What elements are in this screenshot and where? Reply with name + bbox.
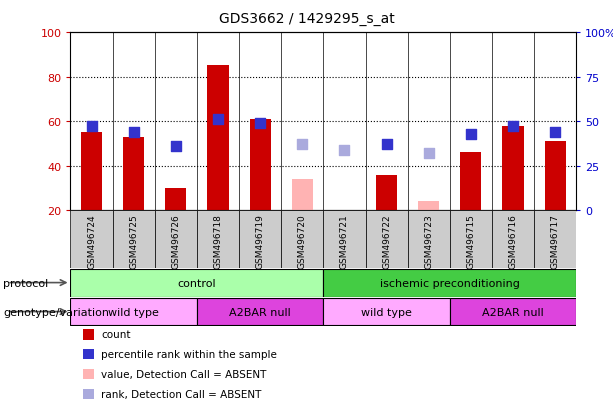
- FancyBboxPatch shape: [408, 211, 450, 268]
- FancyBboxPatch shape: [492, 211, 534, 268]
- Text: GSM496717: GSM496717: [550, 214, 560, 268]
- Text: GSM496723: GSM496723: [424, 214, 433, 268]
- Bar: [334, 211, 355, 253]
- Text: GSM496715: GSM496715: [466, 214, 475, 268]
- Text: GDS3662 / 1429295_s_at: GDS3662 / 1429295_s_at: [219, 12, 394, 26]
- FancyBboxPatch shape: [324, 211, 365, 268]
- FancyBboxPatch shape: [365, 211, 408, 268]
- Point: [424, 150, 433, 157]
- Text: GSM496722: GSM496722: [382, 214, 391, 268]
- Bar: [166, 188, 186, 211]
- Text: GSM496716: GSM496716: [509, 214, 517, 268]
- Text: ischemic preconditioning: ischemic preconditioning: [380, 278, 520, 288]
- Bar: [207, 66, 229, 211]
- FancyBboxPatch shape: [154, 211, 197, 268]
- Bar: [292, 180, 313, 211]
- FancyBboxPatch shape: [239, 211, 281, 268]
- Text: control: control: [178, 278, 216, 288]
- Point: [297, 142, 307, 148]
- Text: genotype/variation: genotype/variation: [3, 307, 109, 317]
- FancyBboxPatch shape: [70, 298, 197, 326]
- Bar: [249, 120, 271, 211]
- Bar: [418, 202, 440, 211]
- Bar: [376, 175, 397, 211]
- FancyBboxPatch shape: [324, 269, 576, 297]
- Bar: [81, 133, 102, 211]
- Text: wild type: wild type: [109, 307, 159, 317]
- Text: GSM496724: GSM496724: [87, 214, 96, 268]
- Point: [340, 147, 349, 154]
- Point: [86, 124, 96, 131]
- Text: GSM496721: GSM496721: [340, 214, 349, 268]
- Point: [508, 124, 518, 131]
- Point: [382, 142, 392, 148]
- Point: [255, 120, 265, 127]
- Text: GSM496725: GSM496725: [129, 214, 138, 268]
- Text: percentile rank within the sample: percentile rank within the sample: [101, 349, 277, 359]
- Text: value, Detection Call = ABSENT: value, Detection Call = ABSENT: [101, 369, 267, 379]
- FancyBboxPatch shape: [324, 298, 450, 326]
- Text: rank, Detection Call = ABSENT: rank, Detection Call = ABSENT: [101, 389, 262, 399]
- Point: [550, 129, 560, 136]
- Text: A2BAR null: A2BAR null: [229, 307, 291, 317]
- Text: GSM496726: GSM496726: [172, 214, 180, 268]
- Text: count: count: [101, 330, 131, 339]
- FancyBboxPatch shape: [113, 211, 154, 268]
- FancyBboxPatch shape: [534, 211, 576, 268]
- Text: GSM496720: GSM496720: [298, 214, 306, 268]
- Point: [171, 143, 181, 150]
- Bar: [460, 153, 481, 211]
- Text: GSM496718: GSM496718: [213, 214, 223, 268]
- FancyBboxPatch shape: [450, 298, 576, 326]
- Text: wild type: wild type: [361, 307, 412, 317]
- Bar: [123, 138, 144, 211]
- Text: A2BAR null: A2BAR null: [482, 307, 544, 317]
- Bar: [544, 142, 566, 211]
- FancyBboxPatch shape: [281, 211, 324, 268]
- FancyBboxPatch shape: [197, 298, 324, 326]
- FancyBboxPatch shape: [450, 211, 492, 268]
- FancyBboxPatch shape: [70, 269, 324, 297]
- Point: [213, 117, 223, 123]
- Point: [466, 131, 476, 138]
- Bar: [503, 126, 524, 211]
- FancyBboxPatch shape: [197, 211, 239, 268]
- FancyBboxPatch shape: [70, 211, 113, 268]
- Text: protocol: protocol: [3, 278, 48, 288]
- Text: GSM496719: GSM496719: [256, 214, 265, 268]
- Point: [129, 129, 139, 136]
